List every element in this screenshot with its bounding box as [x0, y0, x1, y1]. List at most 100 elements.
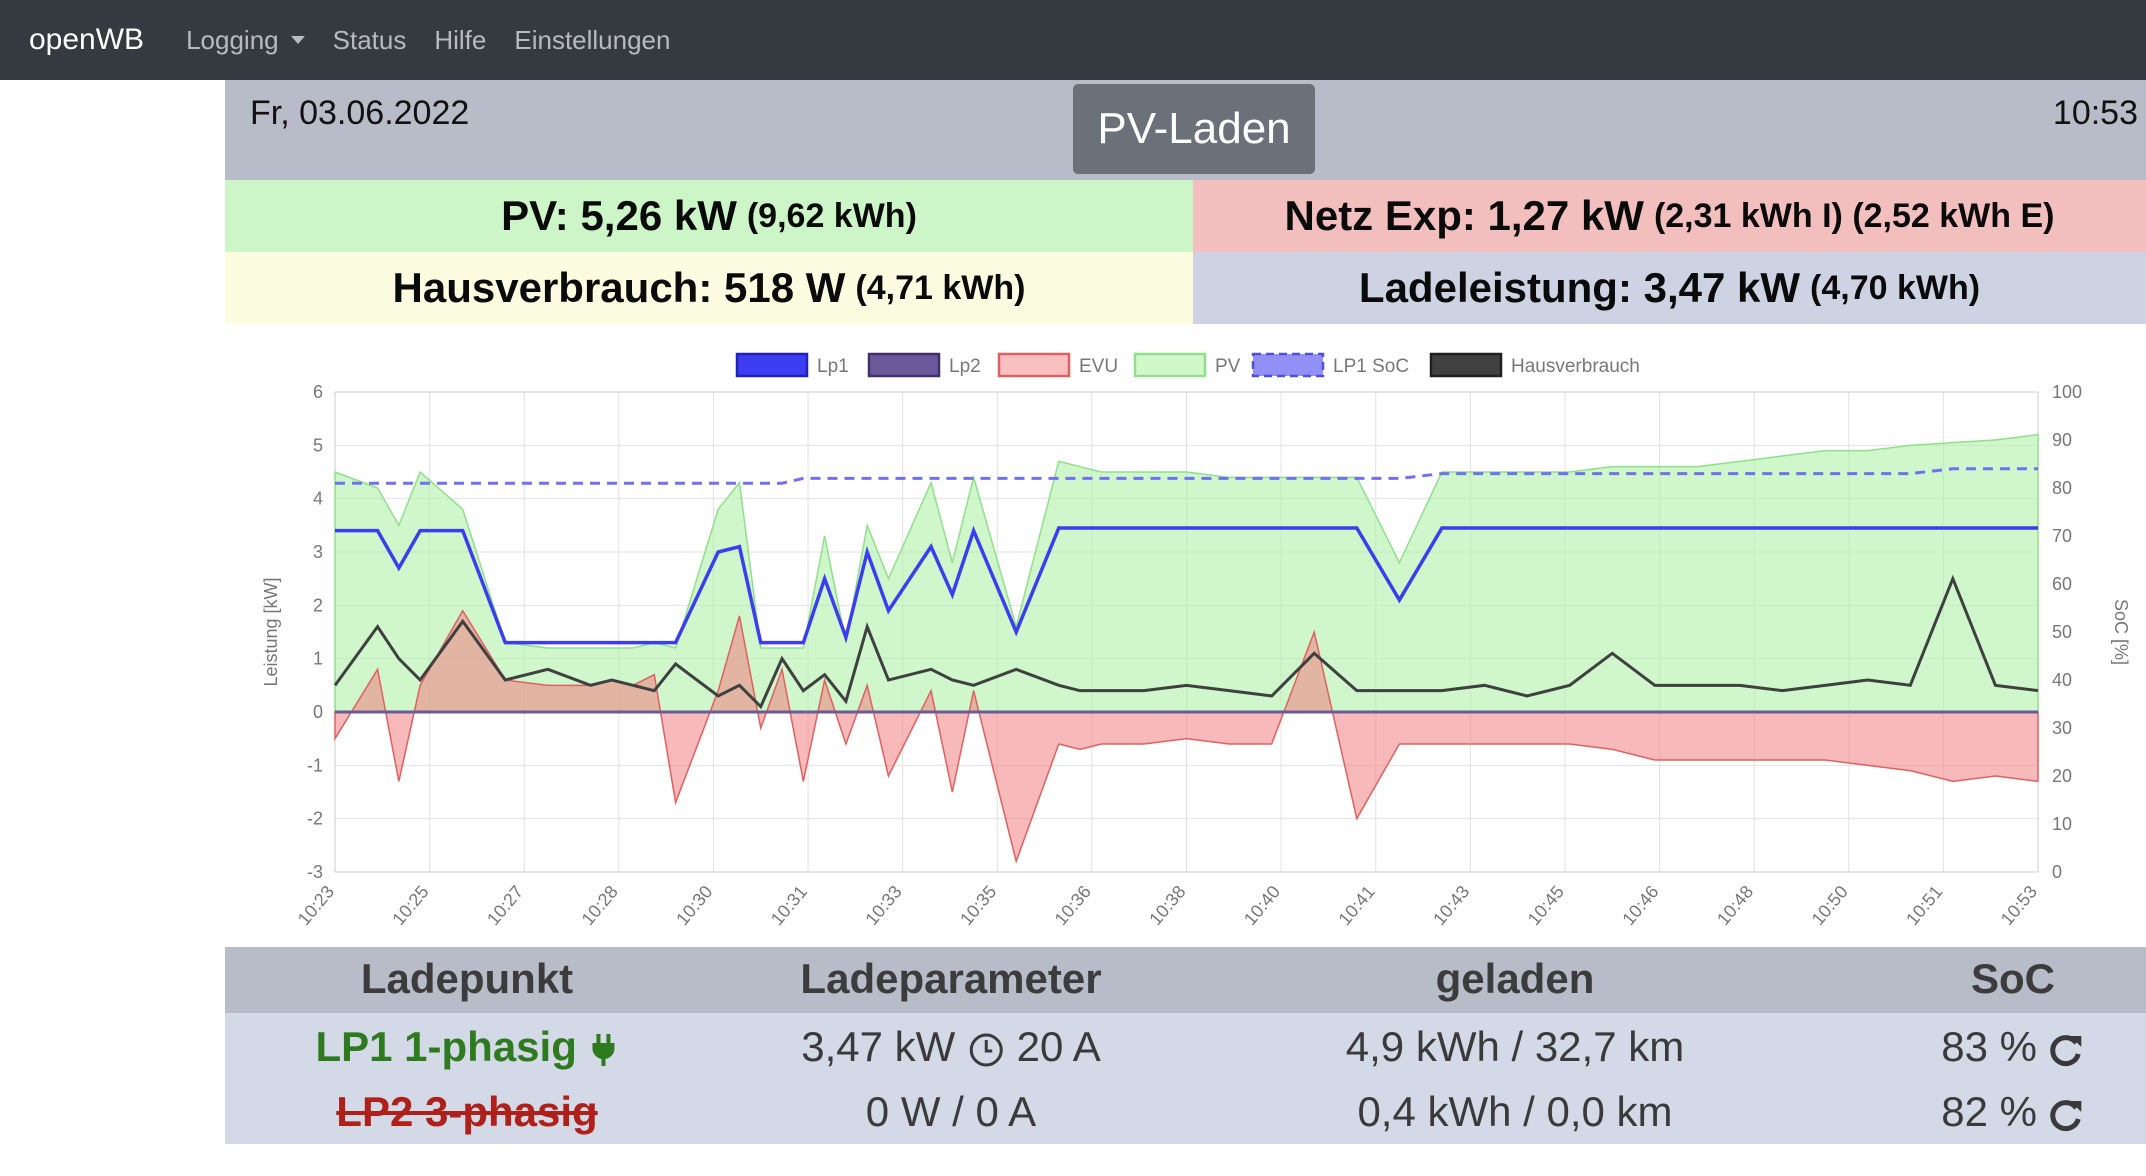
y2-tick-label: 80: [2052, 478, 2072, 498]
lp1-soc: 83 %: [1941, 1023, 2084, 1071]
pv-value: PV: 5,26 kW: [501, 192, 737, 239]
charge-value: Ladeleistung: 3,47 kW: [1358, 264, 1801, 311]
chevron-down-icon: [290, 36, 305, 44]
lp2-soc-value: 82 %: [1941, 1088, 2038, 1135]
nav-einstellungen[interactable]: Einstellungen: [514, 24, 671, 55]
y2-tick-label: 100: [2052, 382, 2082, 402]
y-tick-label: 2: [313, 595, 323, 615]
legend-swatch: [997, 352, 1071, 378]
power-chart: 6 5 4 3 2 1 0 -1 -2 -3 100 90 80 70 60 50 40 30 20 10 0 10:23…: [225, 340, 2146, 940]
house-tile: Hausverbrauch: 518 W (4,71 kWh): [225, 252, 1193, 324]
x-tick-label: 10:33: [861, 882, 905, 929]
lp2-soc: 82 %: [1941, 1088, 2084, 1136]
x-tick-label: 10:23: [294, 882, 338, 929]
y-axis-title: Leistung [kW]: [261, 577, 281, 686]
x-tick-label: 10:27: [483, 882, 527, 929]
header-soc: SoC: [1971, 955, 2055, 1002]
brand-logo[interactable]: openWB: [29, 23, 145, 56]
lp2-parameters: 0 W / 0 A: [865, 1088, 1037, 1135]
y2-tick-label: 40: [2052, 670, 2072, 690]
legend-label: Hausverbrauch: [1511, 356, 1640, 377]
y-tick-label: 6: [313, 382, 323, 402]
y2-tick-label: 30: [2052, 718, 2072, 738]
x-tick-label: 10:28: [578, 882, 622, 929]
lp1-power: 3,47 kW: [801, 1023, 956, 1070]
charge-energy: (4,70 kWh): [1810, 268, 1981, 307]
nav-hilfe[interactable]: Hilfe: [434, 24, 487, 55]
y-tick-label: 3: [313, 542, 323, 562]
header-ladeparameter: Ladeparameter: [800, 955, 1102, 1002]
x-tick-label: 10:50: [1808, 882, 1852, 929]
legend-label: EVU: [1079, 356, 1118, 377]
nav-status[interactable]: Status: [332, 24, 407, 55]
y-tick-label: -3: [307, 862, 323, 882]
legend-swatch: [1429, 352, 1503, 378]
y-tick-label: 0: [313, 702, 323, 722]
y2-tick-label: 0: [2052, 862, 2062, 882]
header-geladen: geladen: [1435, 955, 1595, 1002]
lp1-charged: 4,9 kWh / 32,7 km: [1345, 1023, 1685, 1070]
pv-energy: (9,62 kWh): [746, 196, 917, 235]
power-chart-svg: 6543210-1-2-3100908070605040302010010:23…: [261, 352, 2131, 929]
x-tick-label: 10:43: [1429, 882, 1473, 929]
lp1-name-label: LP1 1-phasig: [315, 1023, 577, 1070]
house-value: Hausverbrauch: 518 W: [392, 264, 846, 311]
x-tick-label: 10:51: [1902, 882, 1946, 929]
refresh-icon[interactable]: [2049, 1097, 2085, 1133]
legend-label: Lp1: [817, 356, 849, 377]
legend-swatch: [1133, 352, 1207, 378]
y-tick-label: 4: [313, 489, 323, 509]
y-tick-label: 1: [313, 649, 323, 669]
date-display: Fr, 03.06.2022: [250, 94, 470, 132]
x-tick-label: 10:36: [1051, 882, 1095, 929]
navbar: openWB Logging Status Hilfe Einstellunge…: [0, 0, 2146, 80]
header-bar: Fr, 03.06.2022 PV-Laden 10:53: [225, 80, 2146, 180]
refresh-icon[interactable]: [2049, 1032, 2085, 1068]
pv-tile: PV: 5,26 kW (9,62 kWh): [225, 180, 1193, 252]
y2-axis-title: SoC [%]: [2111, 599, 2131, 665]
x-tick-label: 10:45: [1524, 882, 1568, 929]
legend-label: LP1 SoC: [1333, 356, 1409, 377]
time-display: 10:53: [2052, 94, 2138, 132]
chargepoint-table: LP1 1-phasig 3,47 kW 20 A 4,9 kWh / 32,7…: [225, 1013, 2146, 1144]
grid-value: Netz Exp: 1,27 kW: [1284, 192, 1644, 239]
x-tick-label: 10:41: [1335, 882, 1379, 929]
y-tick-label: -1: [307, 755, 323, 775]
lp1-soc-value: 83 %: [1941, 1023, 2038, 1070]
legend-swatch: [867, 352, 941, 378]
x-tick-label: 10:46: [1618, 882, 1662, 929]
charge-mode-button[interactable]: PV-Laden: [1073, 84, 1315, 174]
x-tick-label: 10:35: [956, 882, 1000, 929]
legend-label: Lp2: [949, 356, 981, 377]
x-tick-label: 10:40: [1240, 882, 1284, 929]
clock-icon: [969, 1033, 1003, 1067]
legend-label: PV: [1215, 356, 1241, 377]
lp1-current: 20 A: [1016, 1023, 1101, 1070]
x-tick-label: 10:25: [388, 882, 432, 929]
series-lp1-line: [335, 525, 2038, 645]
y2-tick-label: 20: [2052, 766, 2072, 786]
grid-energy: (2,31 kWh I) (2,52 kWh E): [1653, 196, 2055, 235]
lp1-name[interactable]: LP1 1-phasig: [315, 1023, 618, 1071]
series-haus-line: [333, 574, 2039, 710]
x-tick-label: 10:38: [1145, 882, 1189, 929]
nav-logging[interactable]: Logging: [186, 25, 305, 56]
house-energy: (4,71 kWh): [855, 268, 1026, 307]
chargepoint-table-header: Ladepunkt Ladeparameter geladen SoC: [225, 947, 2146, 1013]
y2-tick-label: 50: [2052, 622, 2072, 642]
legend-swatch: [735, 352, 809, 378]
series-pv-area: [334, 433, 2039, 713]
lp2-name[interactable]: LP2 3-phasig: [336, 1088, 598, 1135]
y2-tick-label: 70: [2052, 526, 2072, 546]
charge-tile: Ladeleistung: 3,47 kW (4,70 kWh): [1193, 252, 2146, 324]
y-tick-label: -2: [307, 809, 323, 829]
series-soc-line: [335, 467, 2038, 485]
y2-tick-label: 90: [2052, 430, 2072, 450]
x-tick-label: 10:30: [672, 882, 716, 929]
plug-icon: [592, 1033, 615, 1066]
lp2-charged: 0,4 kWh / 0,0 km: [1357, 1088, 1673, 1135]
legend-swatch: [1251, 352, 1325, 378]
x-tick-label: 10:31: [767, 882, 811, 929]
lp1-parameters: 3,47 kW 20 A: [801, 1023, 1101, 1071]
y2-tick-label: 60: [2052, 574, 2072, 594]
